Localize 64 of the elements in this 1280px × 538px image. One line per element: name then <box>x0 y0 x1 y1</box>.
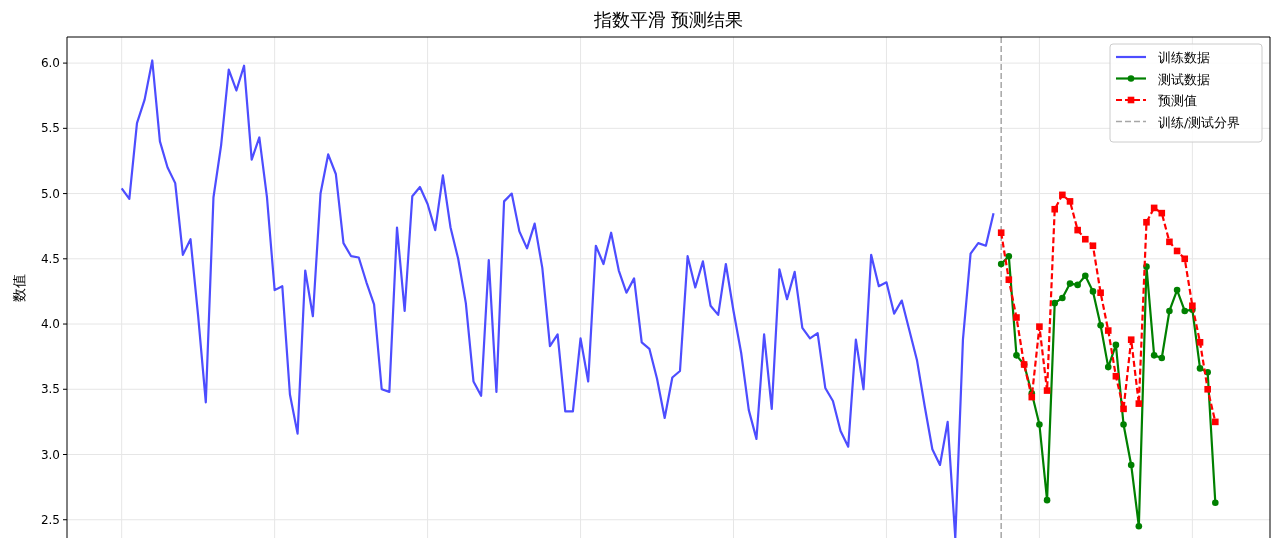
y-tick-label: 4.5 <box>40 251 60 266</box>
point <box>1036 323 1043 330</box>
point <box>1212 418 1219 426</box>
y-tick-label: 5.0 <box>40 186 60 201</box>
point <box>1097 322 1104 329</box>
point <box>1051 299 1059 307</box>
y-axis-title: 数值 <box>11 273 27 302</box>
y-tick-label: 3.5 <box>40 382 60 397</box>
point <box>1127 461 1135 469</box>
point <box>1074 226 1081 234</box>
point <box>1150 352 1158 359</box>
point <box>1143 218 1150 226</box>
y-tick-label: 3.0 <box>40 447 60 462</box>
point <box>1189 302 1196 310</box>
point <box>997 229 1005 236</box>
point <box>1120 405 1127 413</box>
y-tick-label: 4.0 <box>40 317 60 332</box>
point <box>1043 387 1051 394</box>
point <box>1104 363 1112 371</box>
point <box>1112 372 1120 380</box>
chart-title: 指数平滑 预测结果 <box>592 9 744 30</box>
point <box>1059 294 1066 302</box>
point <box>1135 522 1143 530</box>
point <box>1196 365 1204 372</box>
point <box>1135 400 1143 407</box>
point <box>1089 242 1097 250</box>
point <box>1120 421 1127 428</box>
point <box>1196 339 1204 346</box>
legend-label: 训练数据 <box>1158 50 1210 65</box>
point <box>1082 272 1089 280</box>
point <box>1066 280 1074 287</box>
point <box>1082 235 1089 243</box>
point <box>1173 286 1181 294</box>
text: 训练/测试分界 <box>1158 114 1241 130</box>
point <box>1104 327 1112 334</box>
point <box>1028 393 1036 401</box>
point <box>1112 341 1120 349</box>
point <box>1181 255 1189 263</box>
legend-label: 测试数据 <box>1158 71 1210 87</box>
point <box>1158 209 1166 217</box>
point <box>1158 354 1166 362</box>
point <box>1212 499 1219 507</box>
y-tick-label: 5.5 <box>40 121 60 136</box>
point <box>1204 385 1211 393</box>
point <box>1089 288 1097 295</box>
point <box>1005 252 1013 260</box>
point <box>1013 314 1020 321</box>
point <box>997 260 1005 268</box>
y-tick-label: 2.5 <box>40 512 60 527</box>
legend-label: 预测值 <box>1158 93 1197 108</box>
point <box>1166 238 1173 246</box>
point <box>1036 421 1043 428</box>
point <box>1059 191 1066 199</box>
point <box>1097 289 1104 297</box>
point <box>1051 205 1059 213</box>
point <box>1127 336 1135 343</box>
point <box>1066 198 1074 205</box>
point <box>1166 307 1173 315</box>
point <box>1013 352 1020 359</box>
point <box>1005 276 1013 283</box>
point <box>1043 496 1051 504</box>
point <box>1074 281 1081 289</box>
point <box>1181 307 1189 315</box>
y-tick-label: 6.0 <box>40 56 60 71</box>
